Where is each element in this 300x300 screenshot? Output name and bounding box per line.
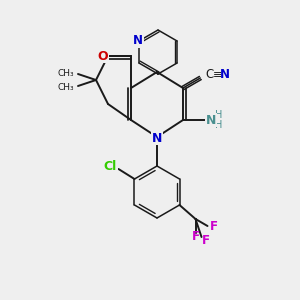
Text: C: C <box>205 68 213 82</box>
Text: N: N <box>220 68 230 82</box>
Text: CH₃: CH₃ <box>58 82 74 91</box>
Text: Cl: Cl <box>104 160 117 172</box>
Text: O: O <box>98 50 108 62</box>
Text: N: N <box>133 34 143 47</box>
Text: F: F <box>191 230 200 244</box>
Text: F: F <box>202 235 209 248</box>
Text: CH₃: CH₃ <box>58 68 74 77</box>
Text: ≡: ≡ <box>213 70 222 80</box>
Text: H: H <box>215 110 223 120</box>
Text: N: N <box>152 131 162 145</box>
Text: F: F <box>209 220 217 232</box>
Text: N: N <box>206 113 216 127</box>
Text: H: H <box>215 120 223 130</box>
